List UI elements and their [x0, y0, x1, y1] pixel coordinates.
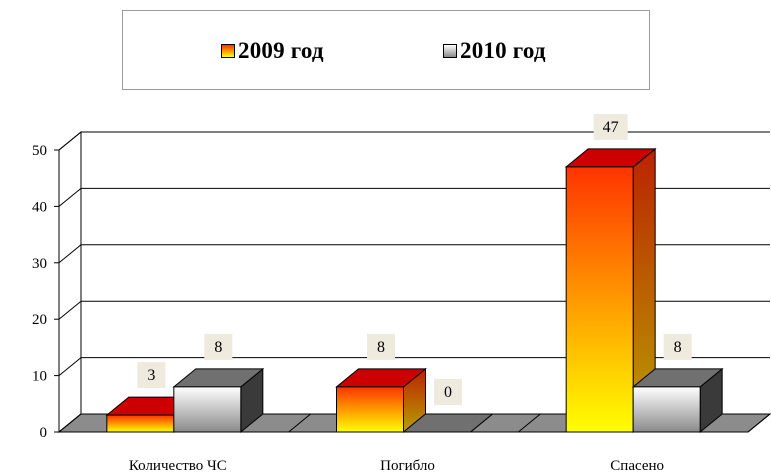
data-label-2009-0: 3 [137, 362, 166, 389]
floor-divider [58, 413, 82, 433]
bar-front [173, 386, 242, 433]
data-label-bg [204, 333, 233, 360]
bar-2009-2 [564, 147, 657, 434]
y-tick-label: 20 [32, 312, 47, 328]
data-label-text: 8 [674, 339, 682, 356]
data-label-bg [434, 379, 462, 405]
bar-2010-0 [172, 367, 265, 434]
gridline-side [58, 244, 82, 264]
x-category-label: Количество ЧС [129, 458, 227, 474]
bar-front [565, 166, 634, 433]
bar-2010-2 [631, 367, 724, 434]
floor-divider [747, 413, 771, 433]
legend-swatch-2010 [443, 44, 457, 58]
data-label-2010-2: 8 [663, 333, 692, 360]
y-tick-label: 10 [32, 369, 47, 385]
y-tick-label: 50 [32, 143, 47, 159]
data-label-text: 8 [377, 339, 385, 356]
gridline-side [58, 357, 82, 376]
data-label-text: 8 [214, 339, 222, 356]
data-label-bg [663, 333, 692, 360]
side-wall [58, 130, 82, 434]
x-category-label: Спасено [610, 458, 664, 474]
bar-top [402, 413, 494, 433]
floor-divider [518, 413, 541, 433]
legend-label-2009: 2009 год [238, 38, 324, 63]
gridline-side [58, 188, 82, 207]
legend: 2009 год 2010 год [122, 10, 650, 90]
data-label-2010-1: 0 [434, 379, 462, 405]
data-label-2010-0: 8 [204, 333, 233, 360]
data-label-text: 0 [444, 384, 452, 401]
bar-front [632, 386, 701, 433]
legend-item-2009: 2009 год [221, 38, 324, 64]
gridline-side [58, 300, 82, 320]
data-label-2009-2: 47 [593, 113, 628, 140]
data-label-bg [593, 113, 628, 140]
bar-front [106, 414, 175, 433]
bar-front [336, 386, 404, 433]
data-label-bg [137, 362, 166, 389]
legend-swatch-2009 [221, 44, 235, 58]
floor-divider [288, 413, 311, 433]
data-label-text: 47 [603, 119, 619, 136]
x-category-label: Погибло [380, 458, 435, 474]
y-tick-label: 40 [32, 199, 47, 215]
bar-2009-1 [335, 367, 427, 434]
y-tick-label: 30 [32, 256, 47, 272]
bar-2010-1 [402, 413, 494, 433]
legend-item-2010: 2010 год [443, 38, 546, 64]
data-label-2009-1: 8 [367, 333, 395, 360]
legend-label-2010: 2010 год [460, 38, 546, 63]
data-label-bg [367, 333, 395, 360]
y-tick-label: 0 [40, 425, 48, 441]
data-label-text: 3 [147, 367, 155, 384]
gridline-side [58, 131, 82, 151]
